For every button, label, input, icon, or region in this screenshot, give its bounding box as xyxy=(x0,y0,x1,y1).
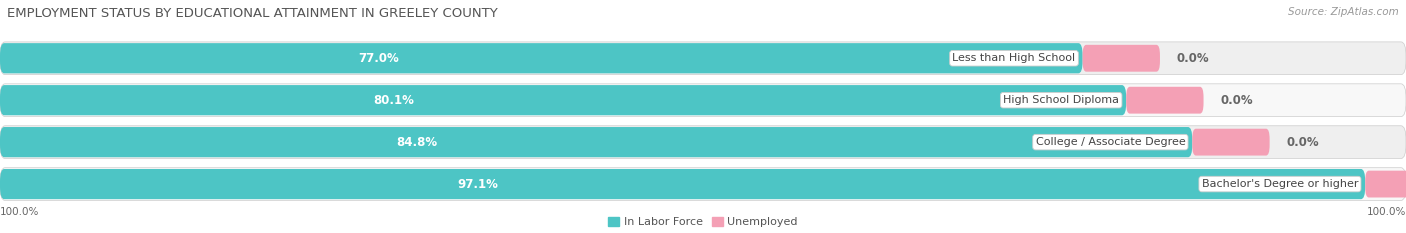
Text: 77.0%: 77.0% xyxy=(359,52,399,65)
Text: 0.0%: 0.0% xyxy=(1286,136,1319,149)
Text: 100.0%: 100.0% xyxy=(0,207,39,217)
FancyBboxPatch shape xyxy=(0,42,1406,75)
FancyBboxPatch shape xyxy=(0,126,1406,158)
FancyBboxPatch shape xyxy=(1365,171,1406,198)
Text: EMPLOYMENT STATUS BY EDUCATIONAL ATTAINMENT IN GREELEY COUNTY: EMPLOYMENT STATUS BY EDUCATIONAL ATTAINM… xyxy=(7,7,498,20)
FancyBboxPatch shape xyxy=(0,169,1365,199)
Text: College / Associate Degree: College / Associate Degree xyxy=(1035,137,1185,147)
FancyBboxPatch shape xyxy=(1126,87,1204,114)
Text: Bachelor's Degree or higher: Bachelor's Degree or higher xyxy=(1202,179,1358,189)
FancyBboxPatch shape xyxy=(1192,129,1270,156)
FancyBboxPatch shape xyxy=(0,168,1406,200)
Text: 97.1%: 97.1% xyxy=(457,178,498,191)
Text: 0.0%: 0.0% xyxy=(1177,52,1209,65)
FancyBboxPatch shape xyxy=(0,43,1083,73)
Text: High School Diploma: High School Diploma xyxy=(1002,95,1119,105)
Legend: In Labor Force, Unemployed: In Labor Force, Unemployed xyxy=(609,217,797,227)
Text: Less than High School: Less than High School xyxy=(952,53,1076,63)
FancyBboxPatch shape xyxy=(1083,45,1160,72)
Text: Source: ZipAtlas.com: Source: ZipAtlas.com xyxy=(1288,7,1399,17)
FancyBboxPatch shape xyxy=(0,85,1126,115)
FancyBboxPatch shape xyxy=(0,84,1406,116)
Text: 80.1%: 80.1% xyxy=(374,94,415,107)
Text: 100.0%: 100.0% xyxy=(1367,207,1406,217)
Text: 84.8%: 84.8% xyxy=(396,136,437,149)
Text: 0.0%: 0.0% xyxy=(1220,94,1253,107)
FancyBboxPatch shape xyxy=(0,127,1192,157)
